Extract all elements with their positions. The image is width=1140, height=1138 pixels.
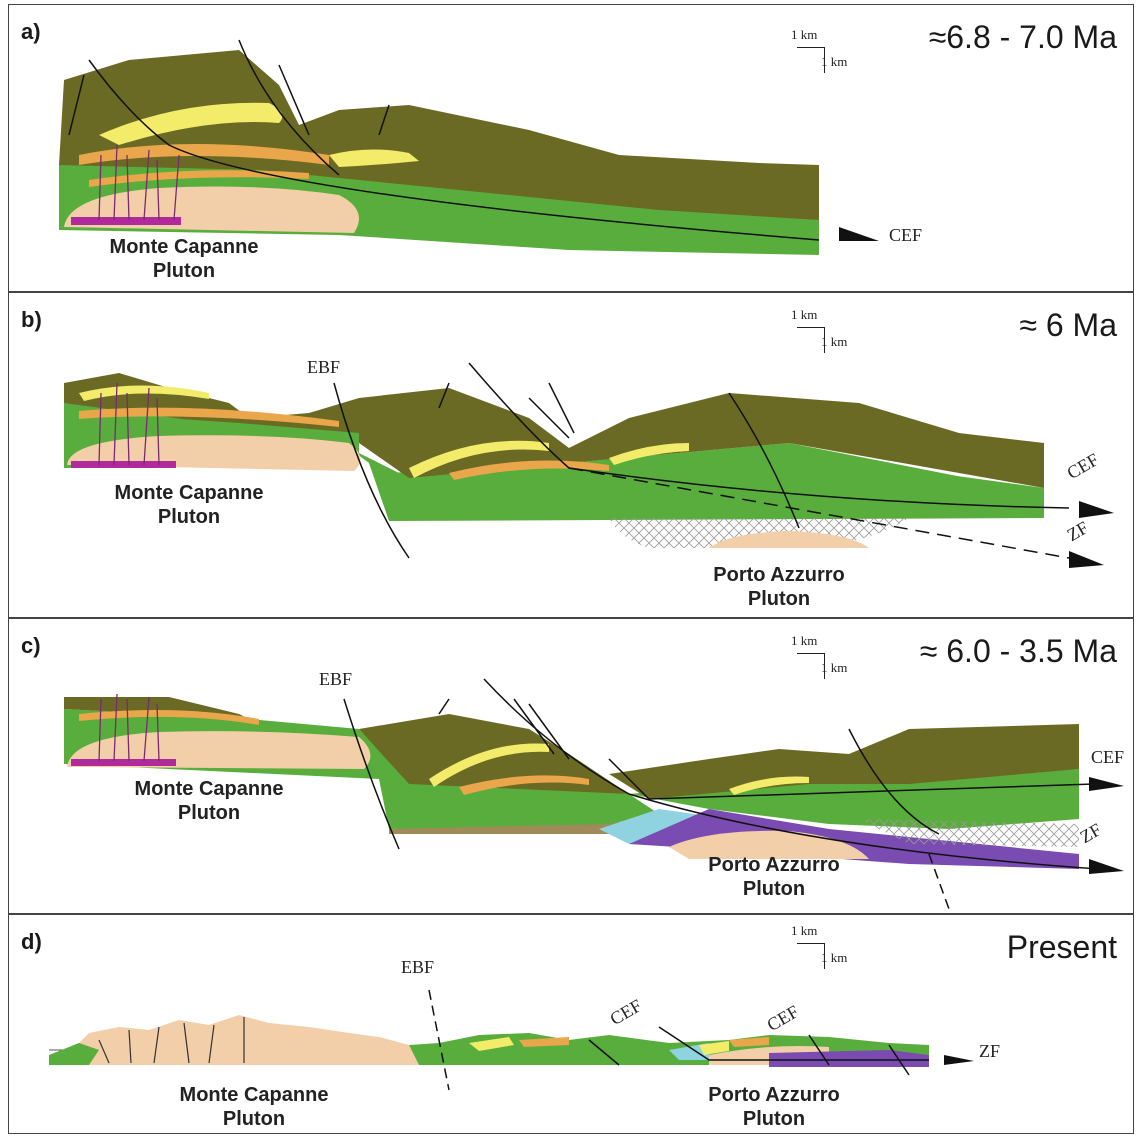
pluton-label: Porto Azzurro Pluton: [708, 1084, 840, 1130]
scale-bar-lines: [797, 653, 825, 679]
fault-label-ebf: EBF: [401, 957, 435, 977]
cross-section-b: [64, 362, 1114, 568]
fault-arrow: [944, 1055, 974, 1065]
orange-layer: [519, 1037, 569, 1047]
scale-horizontal: 1 km: [821, 660, 848, 675]
scale-vertical: 1 km: [791, 27, 818, 42]
yellow-layer: [329, 149, 419, 167]
upper-unit: [609, 724, 1079, 799]
pluton-dikes-base: [71, 461, 176, 468]
panel-d: d) Present 1 km 1 km Monte Capanne Pluto…: [8, 914, 1134, 1134]
yellow-layer: [469, 1037, 514, 1051]
pluton-dikes-base: [71, 759, 176, 766]
purple-unit: [769, 1050, 929, 1067]
yellow-layer: [99, 102, 283, 145]
pluton-body: [709, 531, 869, 548]
purple-unit: [629, 809, 1079, 869]
scale-vertical: 1 km: [791, 923, 818, 938]
scale-vertical: 1 km: [791, 633, 818, 648]
yellow-layer: [409, 440, 549, 478]
scale-bar-lines: [797, 943, 825, 969]
cross-section-d: [49, 989, 974, 1091]
age-label: ≈ 6 Ma: [1019, 307, 1117, 343]
scale-bar-lines: [797, 47, 825, 73]
fault-arrow: [839, 227, 879, 241]
age-label: ≈6.8 - 7.0 Ma: [928, 19, 1117, 55]
upper-unit: [59, 50, 819, 220]
pluton-body: [79, 1015, 419, 1065]
green-unit: [49, 1043, 99, 1065]
panel-label: c): [21, 633, 41, 658]
age-label: Present: [1006, 929, 1117, 965]
hatched-zone: [859, 819, 1079, 847]
yellow-layer: [609, 443, 689, 465]
pluton-label: Porto Azzurro Pluton: [713, 564, 845, 610]
fault-arrow: [1079, 501, 1114, 518]
pluton-label: Monte Capanne Pluton: [109, 236, 259, 282]
panel-label: d): [21, 929, 42, 954]
green-unit: [629, 769, 1079, 829]
fault-label-cef: CEF: [1091, 747, 1125, 767]
cyan-unit: [669, 1043, 709, 1060]
orange-layer: [79, 710, 259, 725]
age-label: ≈ 6.0 - 3.5 Ma: [919, 633, 1117, 669]
panel-a: a) ≈6.8 - 7.0 Ma 1 km 1 km Monte Capanne…: [8, 4, 1134, 292]
upper-unit: [64, 373, 1044, 488]
scale-vertical: 1 km: [791, 307, 818, 322]
orange-layer: [79, 407, 339, 427]
cross-section-c: [64, 678, 1124, 910]
green-unit: [369, 443, 1044, 521]
panel-label: b): [21, 307, 42, 332]
pluton-label: Monte Capanne Pluton: [114, 482, 264, 528]
yellow-layer: [79, 385, 209, 401]
panel-c: c) ≈ 6.0 - 3.5 Ma 1 km 1 km Monte Capann…: [8, 618, 1134, 914]
pluton-label: Monte Capanne Pluton: [179, 1084, 329, 1130]
orange-layer: [79, 144, 329, 165]
yellow-layer: [429, 743, 549, 787]
orange-layer: [459, 775, 589, 795]
orange-layer: [729, 1037, 769, 1047]
fault-arrow: [1069, 551, 1104, 568]
fault-label-ebf: EBF: [319, 669, 353, 689]
pluton-label: Porto Azzurro Pluton: [708, 854, 840, 900]
fault-label-cef: CEF: [889, 225, 923, 245]
cross-section-a: [59, 39, 879, 255]
scale-horizontal: 1 km: [821, 334, 848, 349]
pluton-label: Monte Capanne Pluton: [134, 778, 284, 824]
panel-b: b) ≈ 6 Ma 1 km 1 km Monte Capanne Pluton…: [8, 292, 1134, 618]
orange-layer: [89, 170, 309, 187]
yellow-layer: [699, 1041, 729, 1055]
orange-layer: [449, 460, 609, 480]
yellow-layer: [729, 776, 809, 795]
pluton-dikes-base: [71, 217, 181, 225]
panel-label: a): [21, 19, 41, 44]
fault-arrow: [1089, 777, 1124, 791]
fault-arrow: [1089, 859, 1124, 874]
fault-label-zf: ZF: [979, 1041, 1001, 1061]
scale-horizontal: 1 km: [821, 950, 848, 965]
scale-bar-lines: [797, 327, 825, 353]
scale-horizontal: 1 km: [821, 54, 848, 69]
fault-label-ebf: EBF: [307, 357, 341, 377]
